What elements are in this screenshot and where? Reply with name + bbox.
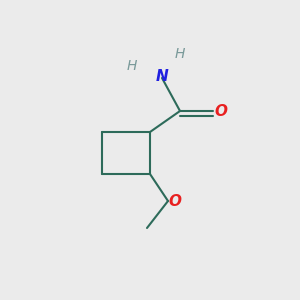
Text: H: H (127, 59, 137, 73)
Text: O: O (214, 103, 227, 118)
Text: O: O (168, 194, 181, 208)
Text: N: N (156, 69, 168, 84)
Text: H: H (175, 47, 185, 61)
